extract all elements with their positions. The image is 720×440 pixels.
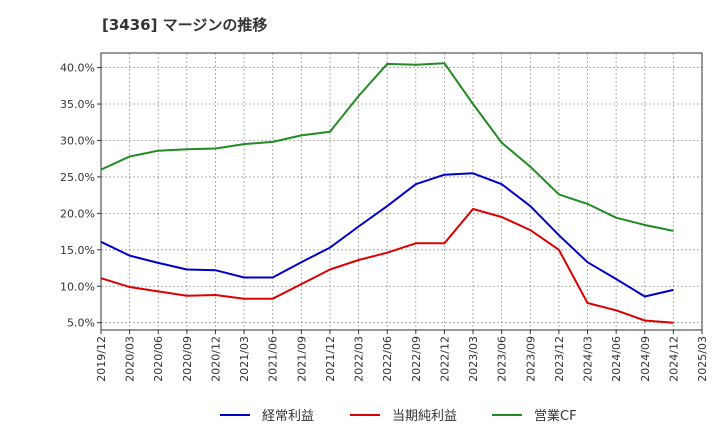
x-tick-label: 2024/12 xyxy=(667,336,680,382)
y-tick-label: 35.0% xyxy=(60,98,95,111)
y-tick-label: 25.0% xyxy=(60,171,95,184)
y-axis-ticks: 5.0% 10.0% 15.0% 20.0% 25.0% 30.0% 35.0% 40.0% xyxy=(60,62,101,330)
plot-frame xyxy=(100,52,703,331)
series-line-2 xyxy=(100,62,674,232)
x-tick-label: 2022/09 xyxy=(410,336,423,382)
x-tick-label: 2024/09 xyxy=(639,336,652,382)
legend: 経常利益 当期純利益 営業CF xyxy=(220,408,577,424)
legend-label: 営業CF xyxy=(534,408,577,424)
x-tick-label: 2023/12 xyxy=(553,336,566,382)
x-tick-label: 2021/09 xyxy=(295,336,308,382)
y-tick-label: 30.0% xyxy=(60,134,95,147)
x-tick-label: 2021/03 xyxy=(238,336,251,382)
legend-label: 当期純利益 xyxy=(392,409,457,424)
y-tick-label: 5.0% xyxy=(67,317,95,330)
x-tick-label: 2021/06 xyxy=(267,336,280,382)
x-axis-ticks: 2019/12 2020/03 2020/06 2020/09 2020/12 2021/… xyxy=(95,330,709,382)
x-tick-label: 2025/03 xyxy=(696,336,709,382)
x-tick-label: 2022/12 xyxy=(438,336,451,382)
series-line-0 xyxy=(100,172,674,298)
y-tick-label: 10.0% xyxy=(60,280,95,293)
x-tick-label: 2020/06 xyxy=(152,336,165,382)
x-tick-label: 2021/12 xyxy=(324,336,337,382)
x-tick-label: 2022/06 xyxy=(381,336,394,382)
x-tick-label: 2024/03 xyxy=(582,336,595,382)
x-tick-label: 2023/03 xyxy=(467,336,480,382)
x-tick-label: 2023/09 xyxy=(524,336,537,382)
x-tick-label: 2023/06 xyxy=(496,336,509,382)
x-tick-label: 2020/03 xyxy=(124,336,137,382)
y-tick-label: 40.0% xyxy=(60,62,95,75)
x-tick-label: 2020/12 xyxy=(209,336,222,382)
x-tick-label: 2024/06 xyxy=(610,336,623,382)
x-tick-label: 2020/09 xyxy=(181,336,194,382)
series-layer xyxy=(100,62,674,324)
grid-layer xyxy=(101,53,702,330)
legend-label: 経常利益 xyxy=(262,409,314,424)
x-tick-label: 2019/12 xyxy=(95,336,108,382)
y-tick-label: 20.0% xyxy=(60,207,95,220)
series-line-1 xyxy=(100,208,674,324)
chart-title: [3436] マージンの推移 xyxy=(102,16,268,34)
x-tick-label: 2022/03 xyxy=(353,336,366,382)
y-tick-label: 15.0% xyxy=(60,244,95,257)
